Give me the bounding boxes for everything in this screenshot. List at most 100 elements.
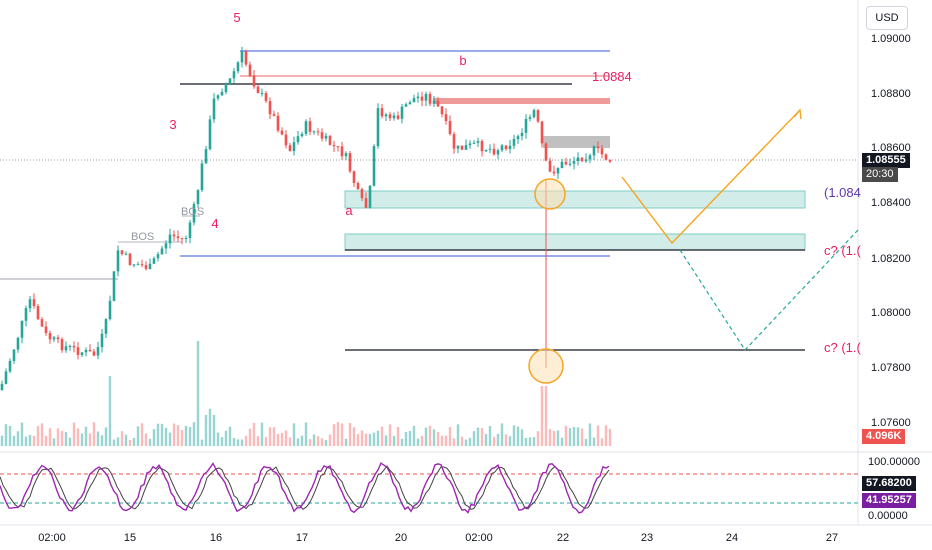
candle-body — [336, 146, 340, 148]
volume-bar — [436, 431, 440, 446]
candle-body — [608, 159, 612, 162]
volume-bar — [324, 439, 328, 446]
wave-label-b: b — [459, 53, 466, 68]
currency-button[interactable]: USD — [866, 6, 908, 30]
volume-bar — [316, 436, 320, 446]
candle-body — [184, 238, 188, 240]
volume-bar — [348, 422, 352, 446]
candle-body — [168, 234, 172, 244]
candle-body — [304, 121, 308, 134]
volume-bar — [444, 435, 448, 446]
candle-body — [388, 114, 392, 119]
candle-body — [600, 148, 604, 155]
volume-bar — [220, 437, 224, 446]
candle-body — [420, 96, 424, 101]
volume-bar — [64, 432, 68, 446]
candle-body — [48, 333, 52, 340]
candle-body — [96, 347, 100, 356]
projection-dashed — [679, 229, 859, 351]
volume-bar — [408, 431, 412, 446]
candle-body — [56, 337, 60, 340]
stoch-d-tag: 41.95257 — [862, 493, 916, 508]
candle-body — [592, 146, 596, 156]
candle-body — [560, 161, 564, 168]
price-axis[interactable]: 1.09000 1.08800 1.08600 1.08400 1.08200 … — [871, 33, 911, 429]
time-label: 17 — [296, 532, 308, 544]
candle-body — [552, 171, 556, 174]
time-label: 16 — [210, 532, 222, 544]
candle-body — [172, 234, 176, 237]
volume-bar — [548, 429, 552, 446]
volume-bar — [552, 430, 556, 446]
volume-bar — [376, 430, 380, 446]
volume-bar — [424, 427, 428, 446]
candle-body — [344, 153, 348, 157]
candle-body — [476, 141, 480, 143]
candle-body — [280, 130, 284, 135]
candle-body — [492, 148, 496, 155]
candle-body — [212, 98, 216, 120]
volume-bar — [224, 430, 228, 446]
candle-body — [8, 360, 12, 372]
osc-tick-0: 0.00000 — [868, 510, 908, 522]
candle-body — [596, 146, 600, 149]
candle-body — [124, 253, 128, 255]
candle-body — [460, 145, 464, 150]
candle-body — [68, 345, 72, 347]
volume-bar — [16, 431, 20, 446]
volume-tag: 4.096K — [862, 429, 906, 444]
volume-bar — [340, 423, 344, 446]
volume-bar — [32, 435, 36, 446]
volume-bar — [420, 435, 424, 446]
candle-body — [516, 136, 520, 139]
wave-label-3: 3 — [169, 117, 176, 132]
volume-bar — [144, 433, 148, 446]
candle-body — [144, 265, 148, 269]
price-pane — [0, 0, 858, 452]
candle-body — [216, 95, 220, 99]
volume-bar — [440, 435, 444, 446]
volume-bar — [72, 422, 76, 446]
volume-bar — [136, 426, 140, 446]
volume-bar — [544, 386, 548, 446]
time-label: 22 — [557, 532, 569, 544]
price-tick: 1.08600 — [871, 142, 911, 154]
candle-body — [228, 78, 232, 84]
candle-body — [316, 131, 320, 133]
time-axis[interactable]: 02:00 15 16 17 20 02:00 22 23 24 27 — [38, 532, 838, 544]
volume-bar — [564, 425, 568, 446]
candle-body — [356, 182, 360, 190]
volume-bar — [556, 430, 560, 446]
candle-body — [376, 108, 380, 147]
current-price-tag: 1.08555 — [862, 153, 910, 168]
candle-body — [84, 349, 88, 353]
candle-body — [496, 150, 500, 155]
green-zone-upper — [344, 190, 806, 209]
candle-body — [300, 133, 304, 137]
volume-bar — [80, 433, 84, 446]
candle-body — [100, 333, 104, 348]
projection-solid — [621, 109, 801, 245]
candle-body — [36, 306, 40, 320]
volume-bar — [276, 433, 280, 446]
candle-body — [284, 134, 288, 146]
candle-body — [80, 352, 84, 356]
volume-bar — [168, 432, 172, 446]
volume-bar — [600, 438, 604, 446]
volume-bar — [384, 435, 388, 446]
volume-bar — [160, 423, 164, 446]
candle-body — [484, 149, 488, 152]
volume-bar — [256, 436, 260, 446]
volume-bar — [416, 438, 420, 446]
volume-bar — [216, 432, 220, 446]
candle-body — [504, 145, 508, 149]
volume-bar — [92, 422, 96, 446]
candle-body — [556, 167, 560, 174]
candle-body — [544, 143, 548, 161]
volume-bar — [56, 428, 60, 446]
volume-bar — [164, 427, 168, 446]
price-tick: 1.07800 — [871, 362, 911, 374]
volume-bar — [460, 436, 464, 446]
candle-body — [92, 351, 96, 356]
highlight-circle-upper — [534, 178, 566, 210]
